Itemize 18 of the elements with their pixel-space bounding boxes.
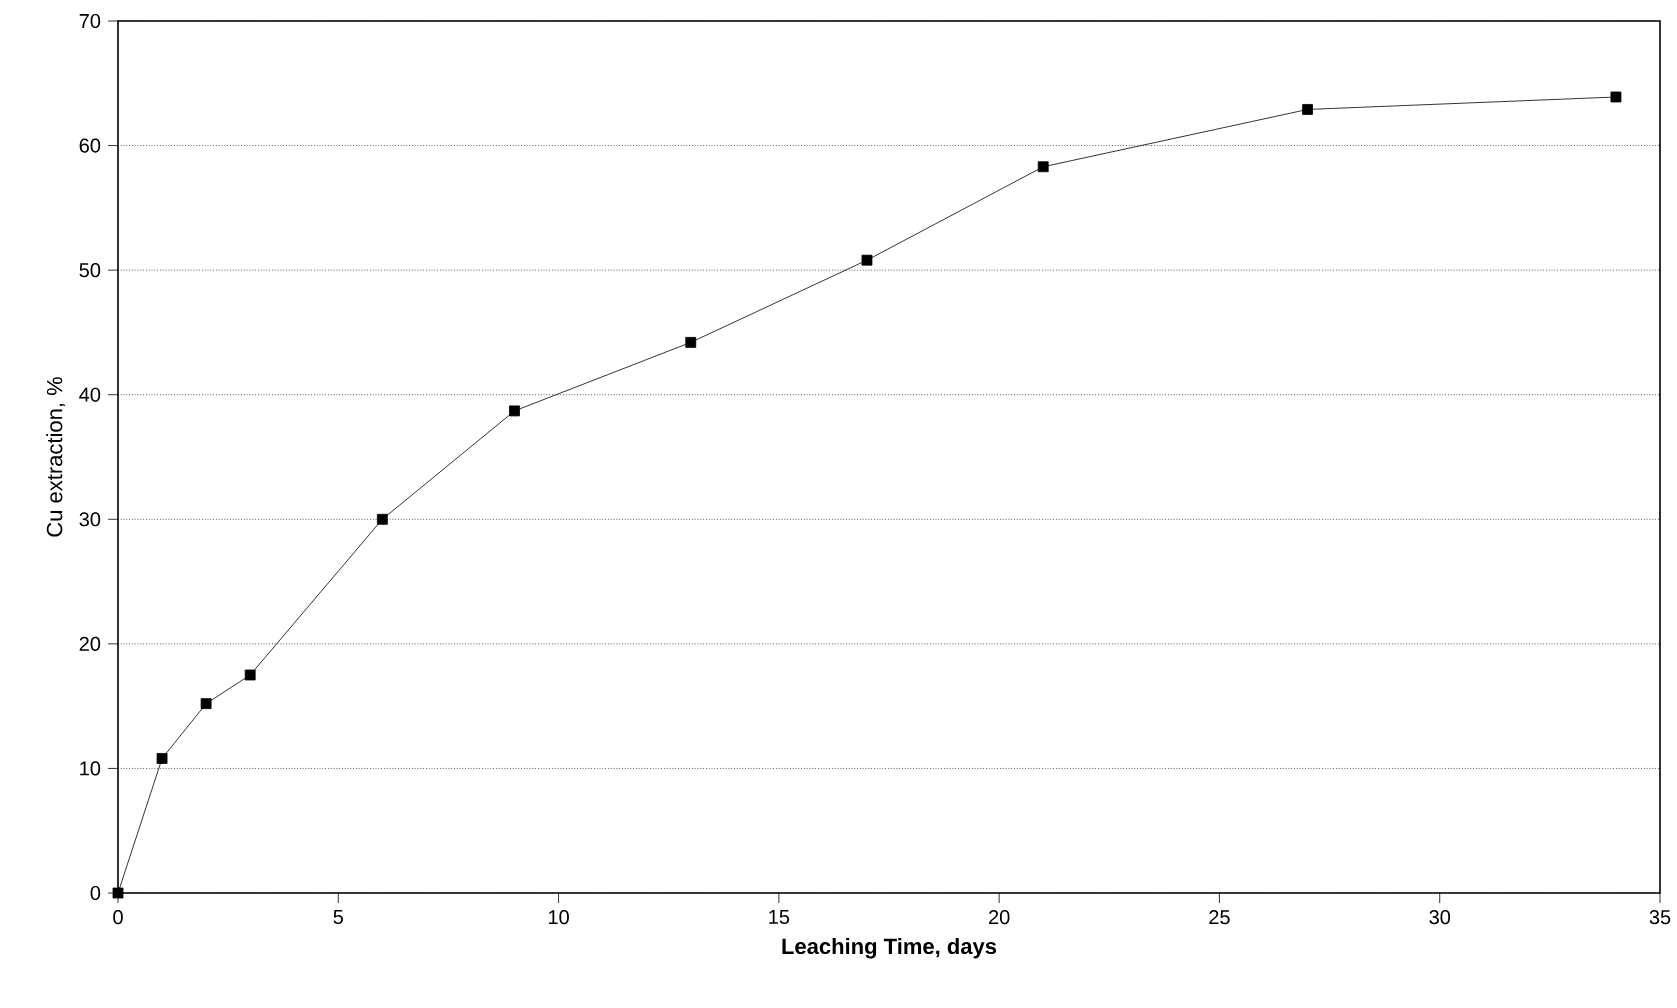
y-tick-label: 60 [79,138,101,153]
x-tick-label: 30 [1429,910,1451,925]
y-tick-label: 20 [79,636,101,651]
x-tick-label: 35 [1649,910,1671,925]
x-tick-label: 5 [333,910,344,925]
y-tick-label: 70 [79,13,101,29]
x-tick-label: 0 [113,910,123,925]
y-tick-label: 0 [90,885,101,901]
y-tick-label: 50 [79,263,101,278]
x-tick-label: 20 [989,910,1010,925]
y-tick-label: 40 [79,387,101,402]
x-tick-label: 25 [1209,910,1230,925]
y-axis-title: Cu extraction, % [46,377,65,537]
x-tick-label: 10 [548,910,569,925]
x-axis-title: Leaching Time, days [782,937,997,959]
y-tick-label: 30 [79,512,101,527]
x-tick-label: 15 [769,910,790,925]
y-tick-label: 10 [80,761,101,776]
